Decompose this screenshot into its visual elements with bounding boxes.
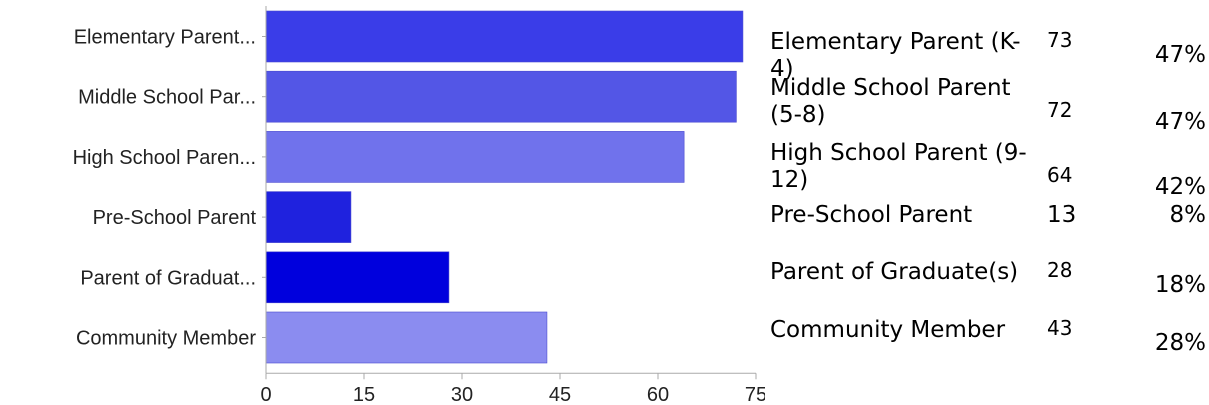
bar <box>265 131 685 183</box>
category-label: Parent of Graduat... <box>80 267 256 289</box>
x-tick-label: 75 <box>745 384 765 405</box>
summary-label: Elementary Parent (K-4) <box>770 29 1021 82</box>
category-label: Pre-School Parent <box>93 207 257 229</box>
summary-count: 64 <box>1047 163 1073 187</box>
bar <box>265 311 548 364</box>
category-labels: Elementary Parent... Middle School Par...… <box>73 27 257 350</box>
summary-percent: 28% <box>1154 330 1206 356</box>
summary-label: High School Parent (9-12) <box>770 140 1027 193</box>
bars-group <box>265 10 744 364</box>
summary-percent: 47% <box>1154 109 1206 135</box>
summary-count: 43 <box>1047 316 1073 340</box>
bar <box>265 191 352 243</box>
category-label: Community Member <box>76 328 256 350</box>
bar <box>265 251 450 304</box>
summary-label: Parent of Graduate(s) <box>770 259 1019 285</box>
summary-percent: 8% <box>1169 202 1207 228</box>
summary-label: Pre-School Parent <box>770 202 973 228</box>
x-axis: 0 15 30 45 60 75 <box>260 6 765 405</box>
summary-count: 73 <box>1047 28 1073 52</box>
x-tick-label: 0 <box>260 384 271 405</box>
summary-percent: 42% <box>1154 174 1206 200</box>
summary-percent: 18% <box>1154 272 1206 298</box>
x-tick-label: 15 <box>353 384 375 405</box>
category-label: High School Paren... <box>73 147 256 169</box>
bar <box>265 70 737 123</box>
category-label: Middle School Par... <box>78 87 256 109</box>
x-tick-label: 60 <box>647 384 669 405</box>
x-tick-label: 45 <box>549 384 571 405</box>
x-tick-label: 30 <box>451 384 473 405</box>
summary-count: 72 <box>1047 98 1073 122</box>
summary-label: Middle School Parent (5-8) <box>770 75 1011 128</box>
bar-chart: Elementary Parent... Middle School Par...… <box>73 6 765 405</box>
summary-count: 13 <box>1047 202 1077 228</box>
summary-count: 28 <box>1047 258 1073 282</box>
summary-label: Community Member <box>770 317 1006 343</box>
bar <box>265 10 744 63</box>
summary-percent: 47% <box>1154 42 1206 68</box>
category-label: Elementary Parent... <box>74 27 256 49</box>
